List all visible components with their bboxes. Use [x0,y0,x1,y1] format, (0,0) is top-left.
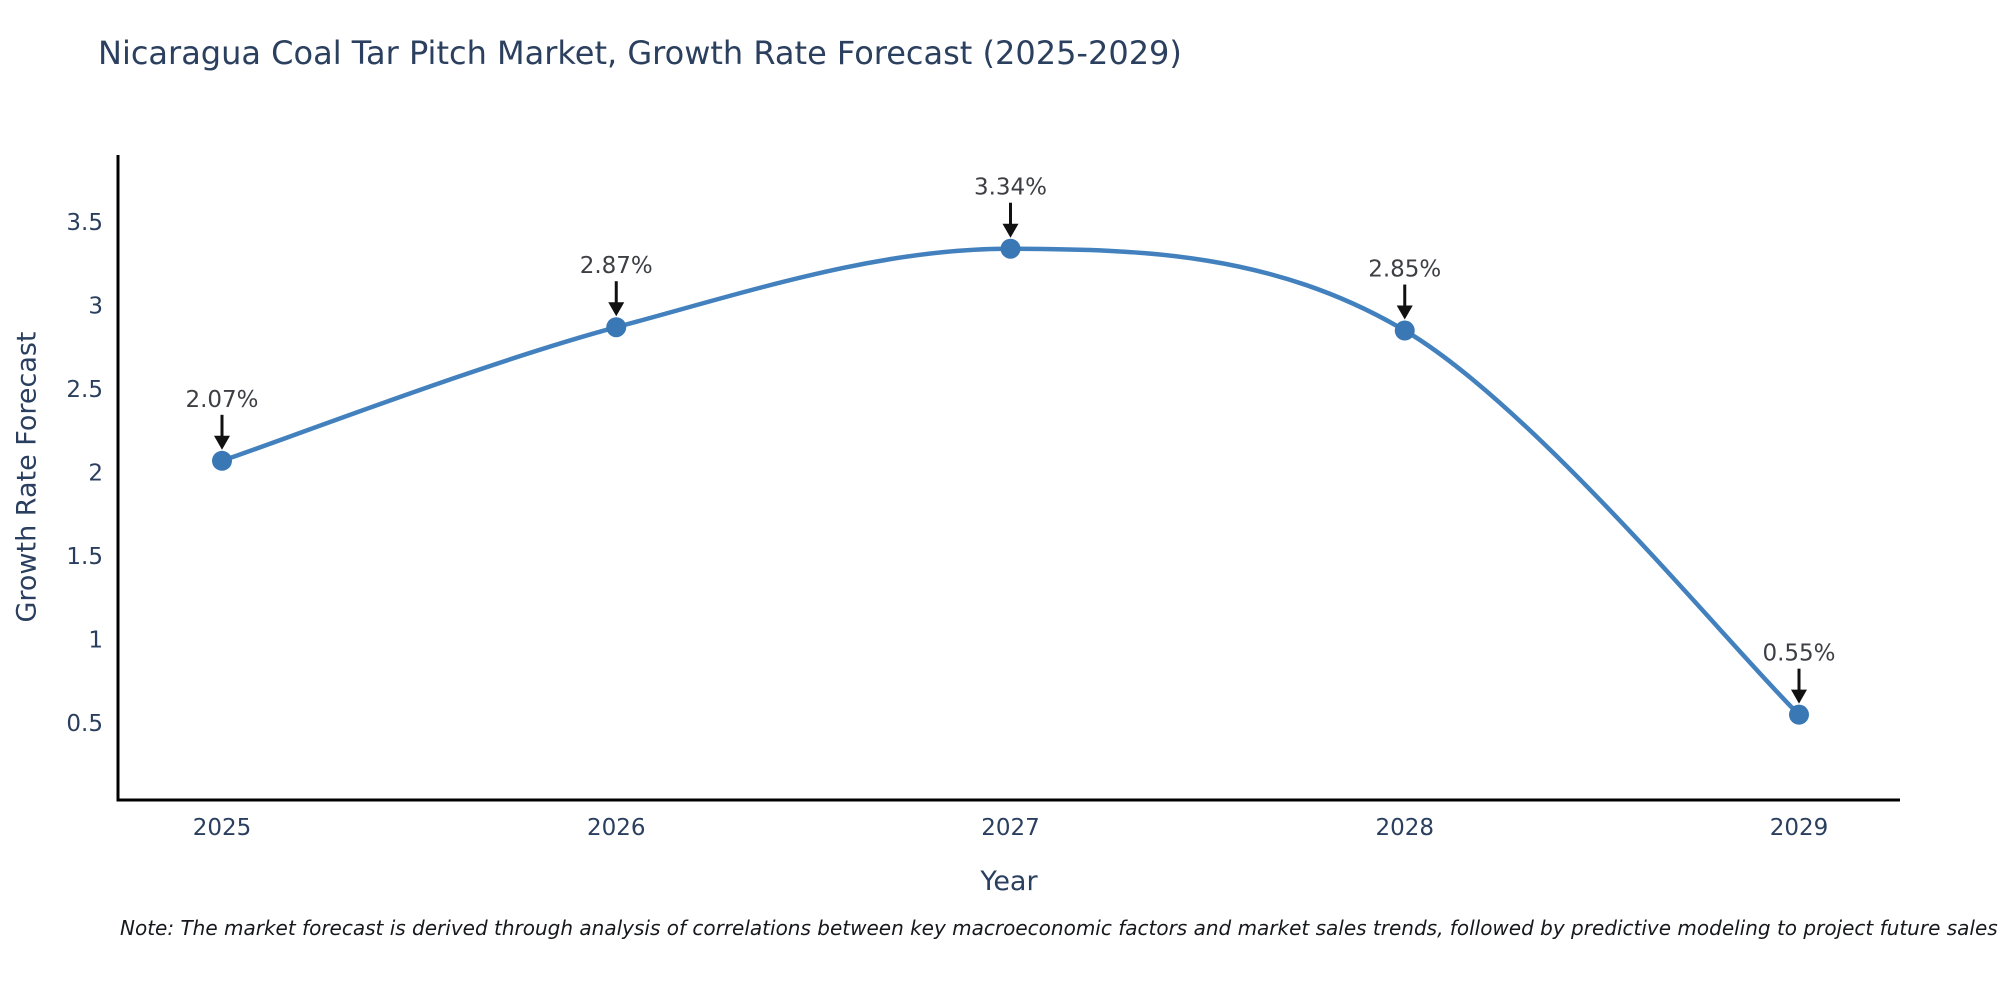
data-point-marker[interactable] [1789,704,1809,725]
point-label: 2.85% [1368,257,1441,283]
x-tick-label: 2028 [1375,815,1434,841]
y-tick-label: 3 [88,294,103,320]
x-tick-label: 2027 [981,815,1040,841]
y-tick-label: 2.5 [66,377,103,403]
y-tick-label: 0.5 [66,711,103,737]
x-tick-label: 2029 [1770,815,1829,841]
annotation-arrow-head [1791,689,1807,704]
data-point-marker[interactable] [606,317,627,338]
annotation-arrow-head [1002,223,1019,238]
annotation-arrow-head [214,435,230,450]
axis-spines [116,155,1900,802]
data-point-marker[interactable] [212,450,232,471]
footnote: Note: The market forecast is derived thr… [120,916,1998,940]
line-path [219,246,1802,717]
x-axis-title: Year [980,866,1038,897]
point-label: 2.87% [580,253,653,279]
y-tick-label: 1.5 [66,544,103,570]
y-tick-label: 2 [88,461,103,487]
data-point-marker[interactable] [1000,238,1021,259]
point-label: 3.34% [974,175,1047,201]
y-tick-label: 1 [88,628,103,654]
x-tick-label: 2026 [587,815,646,841]
x-tick-label: 2025 [193,815,252,841]
point-label: 0.55% [1762,641,1835,667]
annotation-arrow-head [1396,305,1413,320]
y-tick-label: 3.5 [66,210,103,236]
annotation-arrow-head [608,302,625,317]
data-point-marker[interactable] [1394,320,1415,341]
chart-title: Nicaragua Coal Tar Pitch Market, Growth … [98,34,1182,72]
point-label: 2.07% [185,387,258,413]
